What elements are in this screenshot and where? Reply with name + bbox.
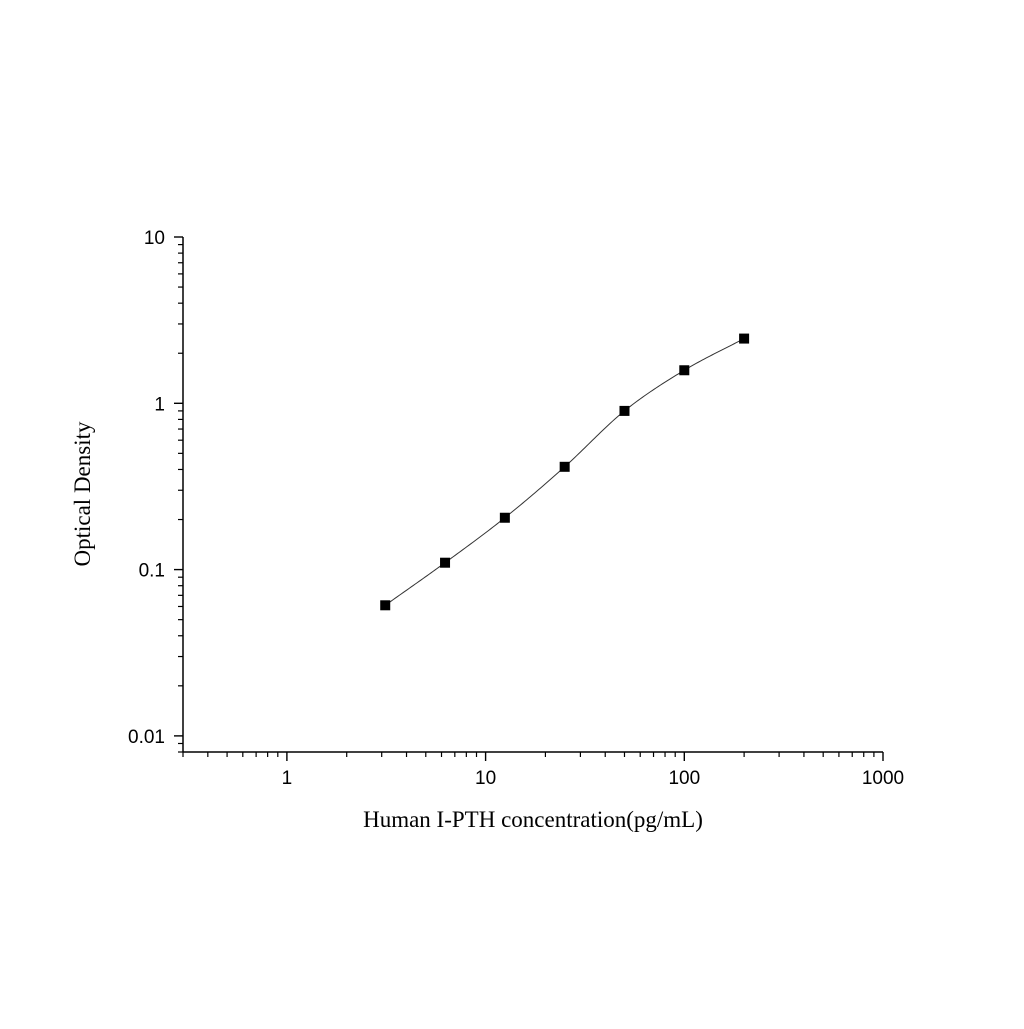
y-tick-label: 10 — [144, 228, 165, 249]
x-axis-title: Human I-PTH concentration(pg/mL) — [363, 807, 703, 832]
x-tick-label: 1000 — [862, 768, 904, 789]
y-axis-title: Optical Density — [70, 421, 95, 566]
y-tick-label: 1 — [154, 394, 165, 415]
axes — [182, 237, 883, 753]
data-point — [499, 512, 510, 523]
data-point — [739, 333, 750, 344]
data-point — [679, 365, 690, 376]
data-point — [559, 461, 570, 472]
x-tick-label: 1 — [282, 768, 293, 789]
y-tick-label: 0.01 — [128, 727, 165, 748]
data-point — [380, 600, 391, 611]
data-point — [440, 557, 451, 568]
fit-curve-layer — [384, 338, 745, 606]
x-tick-label: 10 — [475, 768, 496, 789]
data-point — [619, 405, 630, 416]
ticks: 1 10 100 1000 0.01 0.1 1 10 — [128, 228, 904, 789]
y-tick-label: 0.1 — [139, 561, 165, 582]
data-points — [380, 333, 750, 611]
fit-curve — [384, 338, 745, 606]
x-tick-label: 100 — [668, 768, 700, 789]
